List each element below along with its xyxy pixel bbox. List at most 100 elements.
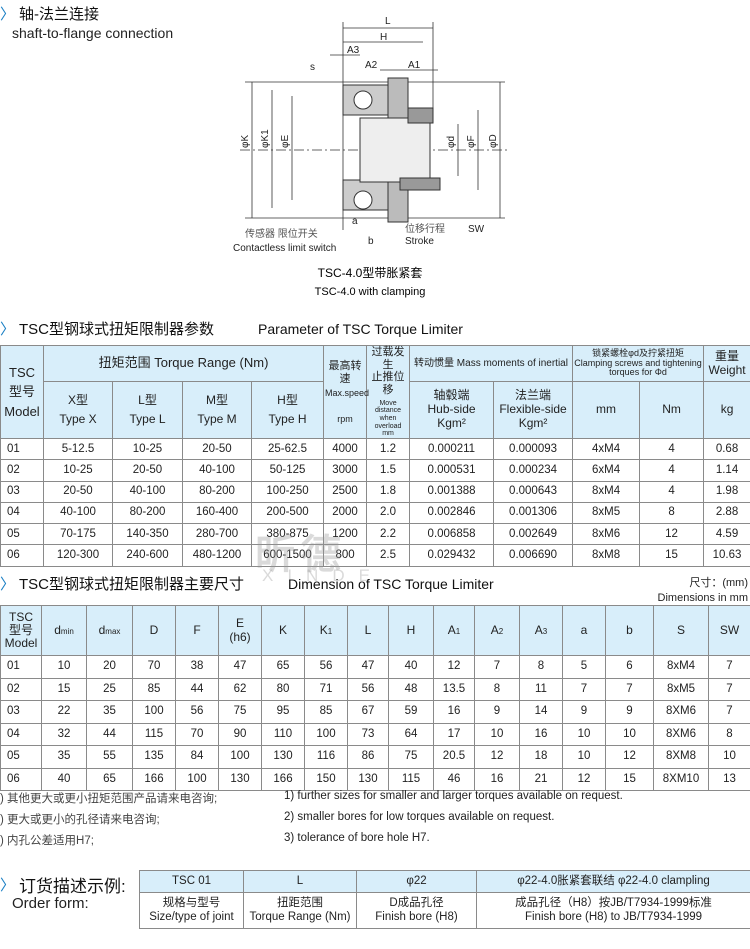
table-cell: 9 xyxy=(562,700,606,724)
table-cell: 12 xyxy=(605,745,654,769)
table-cell: 0.68 xyxy=(703,437,750,461)
section-shaft-flange-title: 〉轴-法兰连接 xyxy=(0,3,99,24)
table-cell: 5-12.5 xyxy=(43,437,113,461)
table-cell: 8xM5 xyxy=(572,501,641,525)
drawing-caption-cn: TSC-4.0型带胀紧套 xyxy=(318,266,423,280)
table-cell: 18 xyxy=(519,745,563,769)
table-row: 03 22 35 100 56 75 95 85 67 59 16 9 14 9 9 8XM6 7 xyxy=(0,700,750,724)
table-cell: 56 xyxy=(175,700,219,724)
table-cell: 90 xyxy=(218,722,262,746)
table-cell: 8 xyxy=(639,501,705,525)
table-cell: 115 xyxy=(132,722,176,746)
order-title: 〉订货描述示例: xyxy=(0,872,126,897)
table-cell: 1.2 xyxy=(366,437,411,461)
order-desc-cell: 规格与型号 Size/type of joint xyxy=(139,892,244,929)
dim-A3: A3 xyxy=(347,45,360,56)
table-cell: 16 xyxy=(433,700,475,724)
table-cell: 48 xyxy=(388,677,434,701)
footnote-en: 1) further sizes for smaller and larger … xyxy=(284,790,623,802)
table-cell: 80 xyxy=(261,677,305,701)
table-cell: 0.000234 xyxy=(493,459,574,482)
table-cell: 2.5 xyxy=(366,544,411,567)
table-cell: 8xM5 xyxy=(653,677,709,701)
table-cell: 4 xyxy=(639,459,705,482)
column-header: L xyxy=(347,605,389,656)
column-header: F xyxy=(175,605,219,656)
table-cell: 40 xyxy=(41,767,87,791)
table-cell: 120-300 xyxy=(43,544,113,567)
table-cell: 12 xyxy=(639,523,705,546)
chevron-right-icon: 〉 xyxy=(0,321,16,338)
column-header: a xyxy=(562,605,606,656)
table-cell: 1.98 xyxy=(703,480,750,503)
table-cell: 02 xyxy=(0,459,44,482)
table-cell: 25-62.5 xyxy=(250,437,325,461)
table-cell: 280-700 xyxy=(182,523,252,546)
table-cell: 10-25 xyxy=(43,459,113,482)
order-desc-cell: D成品孔径 Finish bore (H8) xyxy=(356,892,477,929)
table-cell: 2000 xyxy=(323,501,368,525)
table-cell: 100 xyxy=(304,722,348,746)
stroke-label-en: Stroke xyxy=(405,236,434,247)
table-cell: 600-1500 xyxy=(250,544,325,567)
table-row: 06 40 65 166 100 130 166 150 130 115 46 16 21 12 15 8XM… xyxy=(0,767,750,791)
table-cell: 100 xyxy=(175,767,219,791)
table-row: 01 5-12.5 10-25 20-50 25-62.5 4000 1.2 0.000211… xyxy=(0,437,750,461)
table-cell: 55 xyxy=(86,745,133,769)
table-cell: 10-25 xyxy=(112,437,183,461)
table-cell: 95 xyxy=(261,700,305,724)
section-shaft-flange-subtitle: shaft-to-flange connection xyxy=(12,25,174,41)
table-cell: 6xM4 xyxy=(572,459,641,482)
order-example-cell: L xyxy=(243,870,357,893)
table-cell: 100-250 xyxy=(250,480,325,503)
table-cell: 38 xyxy=(175,655,219,679)
table-cell: 20-50 xyxy=(43,480,113,503)
column-header: D xyxy=(132,605,176,656)
table-cell: 16 xyxy=(474,767,520,791)
table-cell: 10 xyxy=(562,745,606,769)
table-cell: 11 xyxy=(519,677,563,701)
table-cell: 9 xyxy=(605,700,654,724)
table-cell: 65 xyxy=(261,655,305,679)
column-header: SW xyxy=(708,605,750,656)
column-header: E (h6) xyxy=(218,605,262,656)
table-cell: 75 xyxy=(218,700,262,724)
table-cell: 40-100 xyxy=(182,459,252,482)
parameter-table: TSC 型号 Model 扭矩范围 Torque Range (Nm) 最高转速 Ma… xyxy=(0,344,750,567)
table-cell: 15 xyxy=(605,767,654,791)
table-cell: 46 xyxy=(433,767,475,791)
dim-b: b xyxy=(368,236,374,247)
table-cell: 64 xyxy=(388,722,434,746)
column-header: H xyxy=(388,605,434,656)
table-cell: 0.002846 xyxy=(409,501,495,525)
technical-drawing: L H A3 A2 A1 s φK φK1 φE φd φF φD a b SW… xyxy=(233,16,510,298)
table-cell: 4000 xyxy=(323,437,368,461)
table-cell: 4 xyxy=(639,480,705,503)
table-cell: 25 xyxy=(86,677,133,701)
table-cell: 21 xyxy=(519,767,563,791)
table-cell: 17 xyxy=(433,722,475,746)
table-cell: 130 xyxy=(261,745,305,769)
table-cell: 05 xyxy=(0,745,42,769)
dim-A2: A2 xyxy=(365,60,378,71)
footnote-en: 3) tolerance of bore hole H7. xyxy=(284,832,430,844)
table-cell: 7 xyxy=(562,677,606,701)
table-cell: 8xM6 xyxy=(572,523,641,546)
dim-d: φd xyxy=(446,136,457,148)
order-desc-cell: 成品孔径（H8）按JB/T7934-1999标准 Finish bore (H8)… xyxy=(476,892,750,929)
column-header: K xyxy=(261,605,305,656)
table-cell: 7 xyxy=(474,655,520,679)
dim-D: φD xyxy=(488,134,499,148)
table-cell: 150 xyxy=(304,767,348,791)
table-cell: 03 xyxy=(0,700,42,724)
table-cell: 8XM8 xyxy=(653,745,709,769)
table-row: 03 20-50 40-100 80-200 100-250 2500 1.8 0.00138… xyxy=(0,480,750,503)
table-cell: 2.0 xyxy=(366,501,411,525)
table-cell: 47 xyxy=(218,655,262,679)
table-cell: 12 xyxy=(433,655,475,679)
table-cell: 10 xyxy=(605,722,654,746)
table-cell: 40-100 xyxy=(112,480,183,503)
table-cell: 166 xyxy=(261,767,305,791)
table-cell: 9 xyxy=(474,700,520,724)
footnote-en: 2) smaller bores for low torques availab… xyxy=(284,811,555,823)
